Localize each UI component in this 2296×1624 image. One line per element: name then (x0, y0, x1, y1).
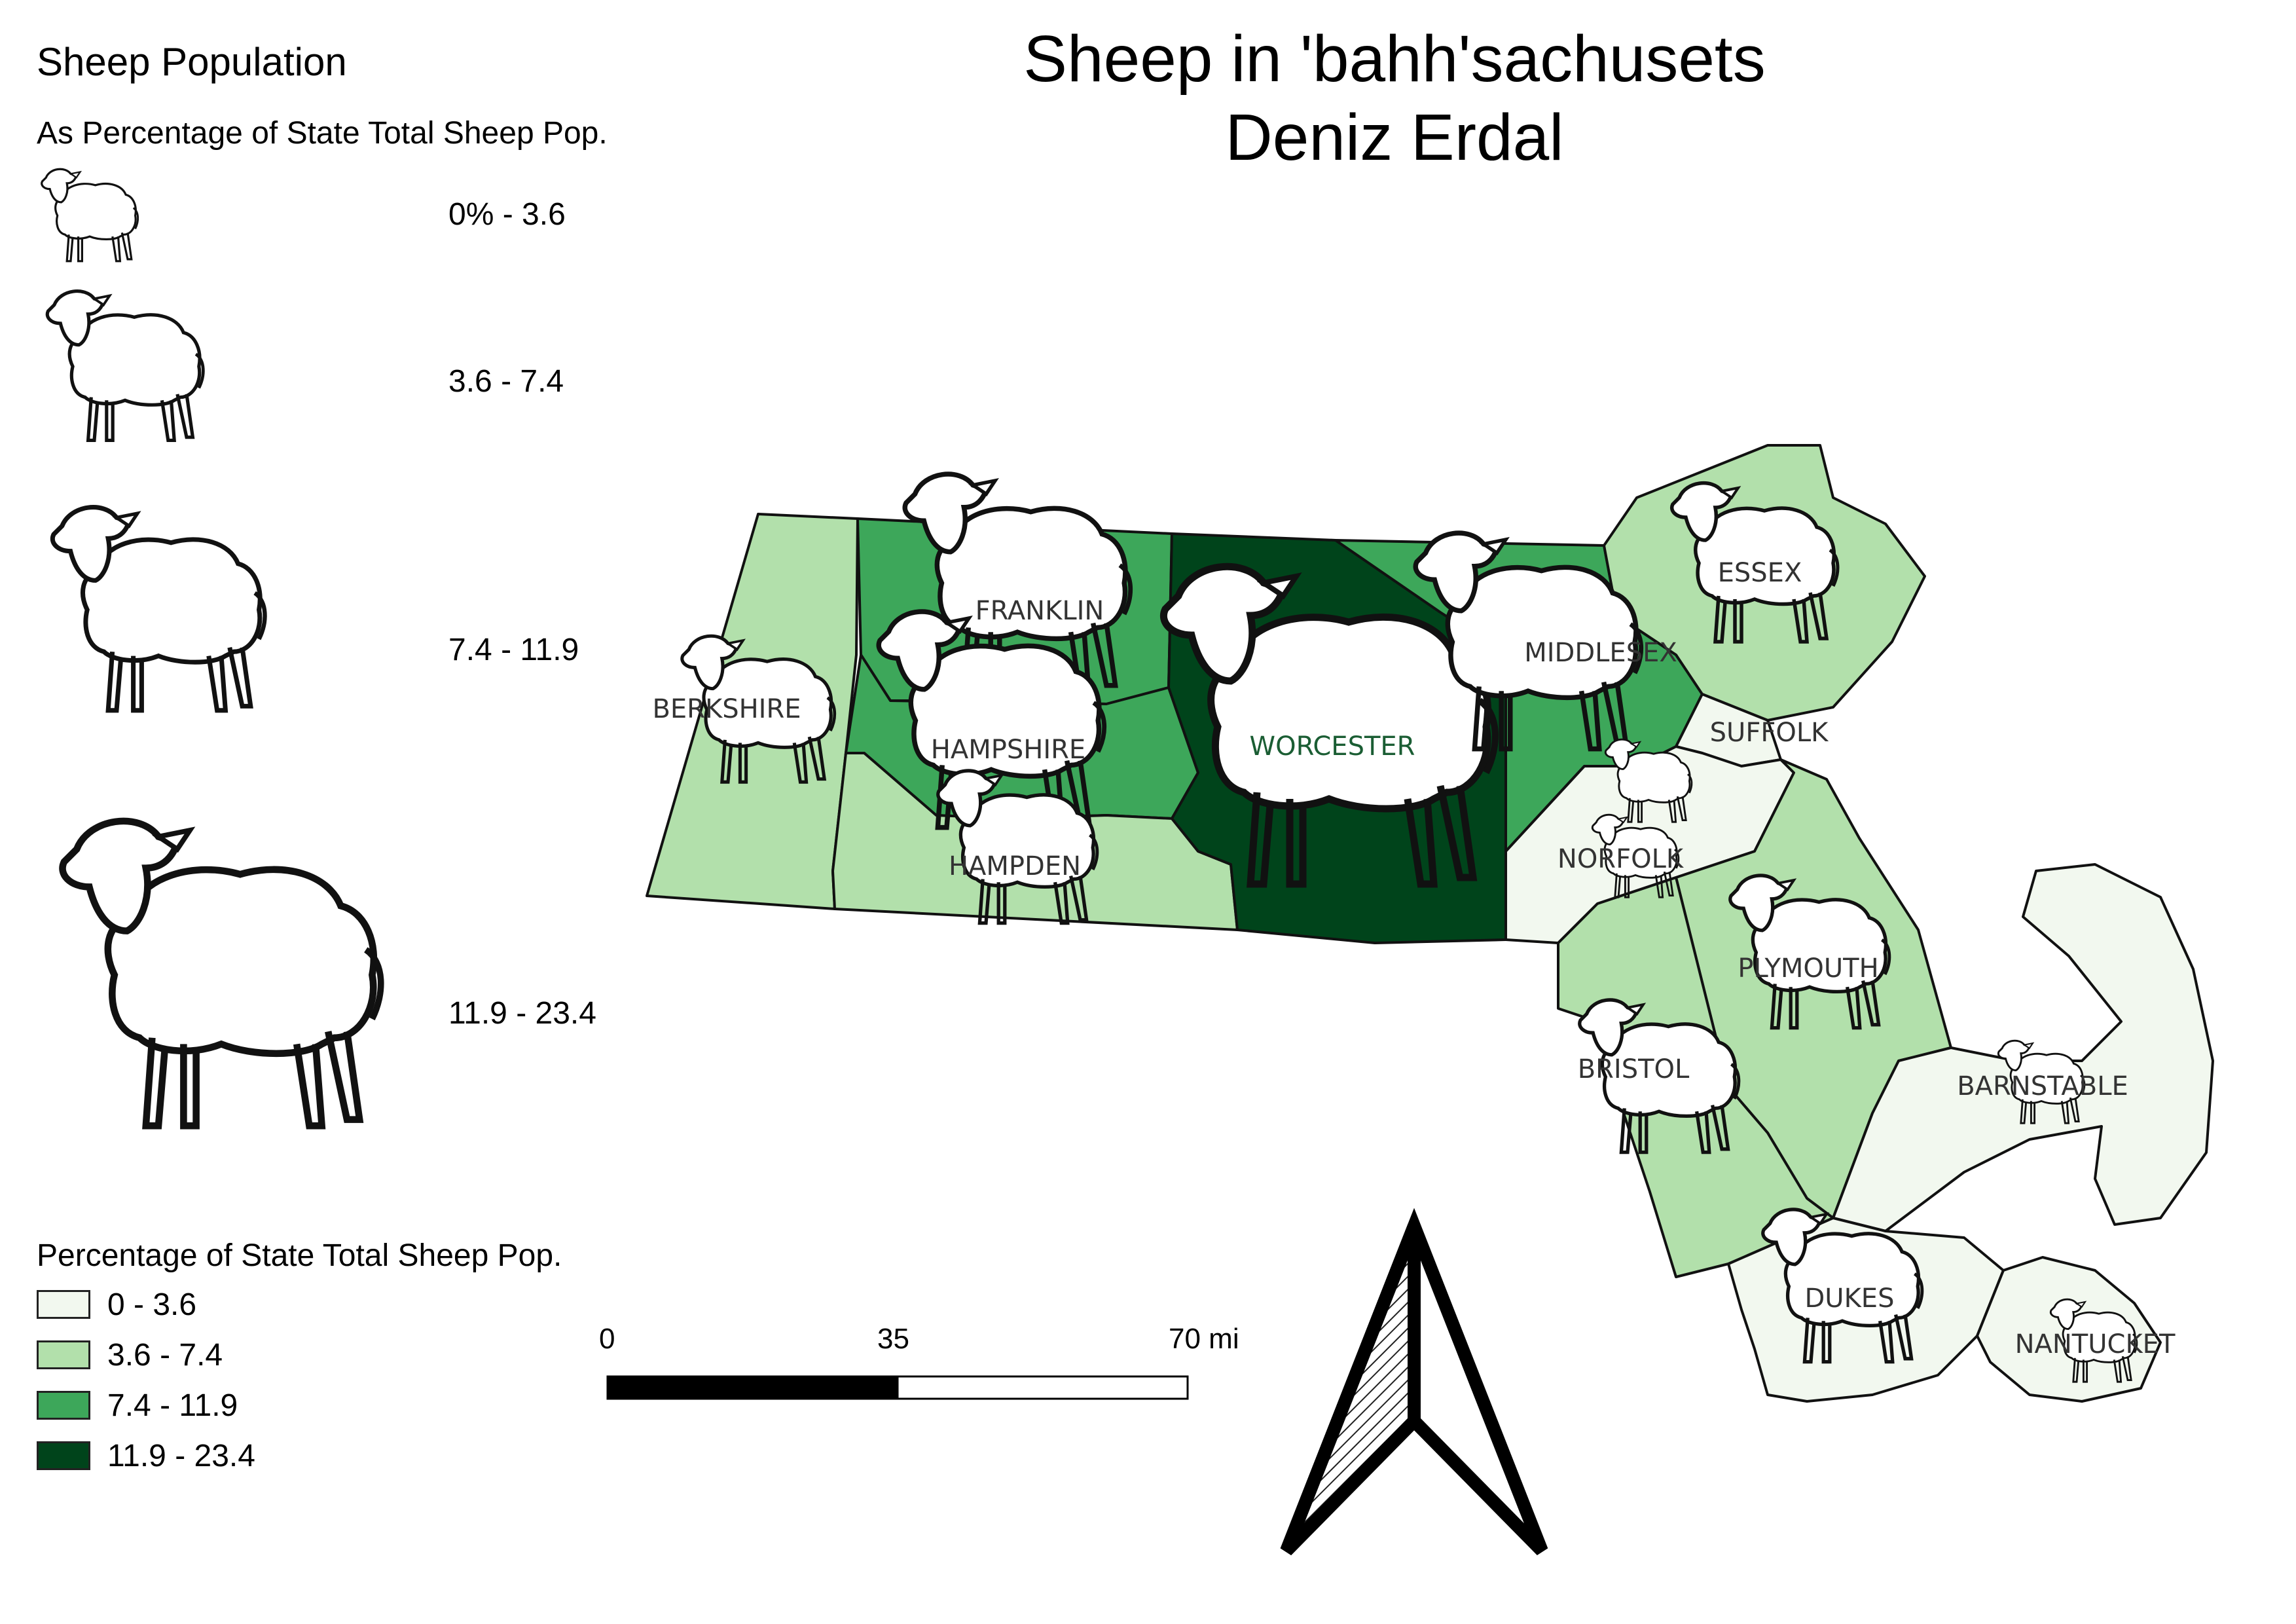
legend-swatch-1 (37, 1340, 90, 1369)
county-label-dukes: DUKES (1805, 1283, 1895, 1314)
scale-bar-segment-1 (606, 1375, 899, 1400)
legend-swatch-0 (37, 1290, 90, 1319)
county-label-nantucket: NANTUCKET (2015, 1329, 2176, 1359)
size-legend-label-4: 11.9 - 23.4 (448, 996, 596, 1031)
size-legend-label-1: 0% - 3.6 (448, 197, 566, 232)
scale-label-0: 0 (599, 1323, 615, 1355)
county-label-franklin: FRANKLIN (975, 596, 1104, 626)
color-legend-item: 7.4 - 11.9 (37, 1386, 238, 1425)
size-legend-label-2: 3.6 - 7.4 (448, 364, 564, 399)
county-barnstable (1832, 863, 2214, 1232)
map-author: Deniz Erdal (1225, 101, 1564, 174)
county-label-hampden: HAMPDEN (949, 851, 1081, 881)
legend-label: 7.4 - 11.9 (107, 1388, 238, 1423)
county-label-essex: ESSEX (1718, 558, 1802, 588)
county-label-bristol: BRISTOL (1578, 1054, 1690, 1084)
county-label-plymouth: PLYMOUTH (1738, 953, 1878, 984)
county-label-berkshire: BERKSHIRE (652, 694, 801, 724)
legend-swatch-3 (37, 1441, 90, 1470)
scale-bar (606, 1375, 1189, 1400)
county-label-middlesex: MIDDLESEX (1524, 638, 1677, 668)
county-label-worcester: WORCESTER (1250, 731, 1415, 762)
size-legend-heading: Sheep Population (37, 40, 347, 84)
scale-bar-segment-2 (896, 1375, 1189, 1400)
color-legend-heading: Percentage of State Total Sheep Pop. (37, 1238, 562, 1273)
legend-label: 11.9 - 23.4 (107, 1438, 255, 1473)
map-title: Sheep in 'bahh'sachusets (1023, 22, 1766, 96)
north-arrow-icon (1280, 1208, 1548, 1556)
size-legend-label-3: 7.4 - 11.9 (448, 633, 579, 667)
scale-label-70: 70 mi (1169, 1323, 1239, 1355)
county-label-barnstable: BARNSTABLE (1957, 1071, 2128, 1101)
legend-swatch-2 (37, 1391, 90, 1420)
legend-label: 3.6 - 7.4 (107, 1337, 223, 1373)
color-legend-item: 11.9 - 23.4 (37, 1436, 255, 1475)
county-label-norfolk: NORFOLK (1558, 844, 1685, 874)
county-labels: BERKSHIRE FRANKLIN HAMPSHIRE HAMPDEN WOR… (652, 558, 2175, 1359)
size-legend-subheading: As Percentage of State Total Sheep Pop. (37, 116, 608, 151)
legend-label: 0 - 3.6 (107, 1287, 197, 1322)
scale-label-35: 35 (877, 1323, 909, 1355)
color-legend-item: 3.6 - 7.4 (37, 1335, 223, 1375)
color-legend-item: 0 - 3.6 (37, 1285, 196, 1324)
county-label-hampshire: HAMPSHIRE (931, 735, 1085, 765)
county-label-suffolk: SUFFOLK (1710, 718, 1829, 748)
